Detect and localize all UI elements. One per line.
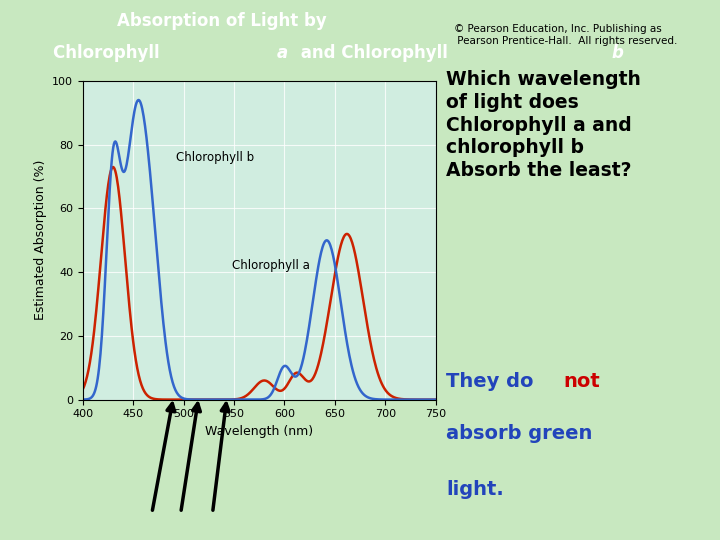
Text: b: b: [611, 44, 623, 62]
Text: © Pearson Education, Inc. Publishing as
 Pearson Prentice-Hall.  All rights rese: © Pearson Education, Inc. Publishing as …: [454, 24, 678, 46]
Text: not: not: [564, 372, 600, 390]
Text: and Chlorophyll: and Chlorophyll: [295, 44, 454, 62]
Text: Chlorophyll b: Chlorophyll b: [176, 151, 253, 164]
Text: absorb green: absorb green: [446, 424, 593, 443]
Text: Absorption of Light by: Absorption of Light by: [117, 12, 326, 30]
X-axis label: Wavelength (nm): Wavelength (nm): [205, 425, 313, 438]
Text: They do: They do: [446, 372, 541, 390]
Text: light.: light.: [446, 481, 504, 500]
Text: Chlorophyll: Chlorophyll: [53, 44, 166, 62]
Text: Which wavelength
of light does
Chlorophyll a and
chlorophyll b
Absorb the least?: Which wavelength of light does Chlorophy…: [446, 70, 642, 180]
Text: Chlorophyll a: Chlorophyll a: [232, 259, 310, 272]
Y-axis label: Estimated Absorption (%): Estimated Absorption (%): [34, 160, 47, 320]
Text: a: a: [276, 44, 287, 62]
